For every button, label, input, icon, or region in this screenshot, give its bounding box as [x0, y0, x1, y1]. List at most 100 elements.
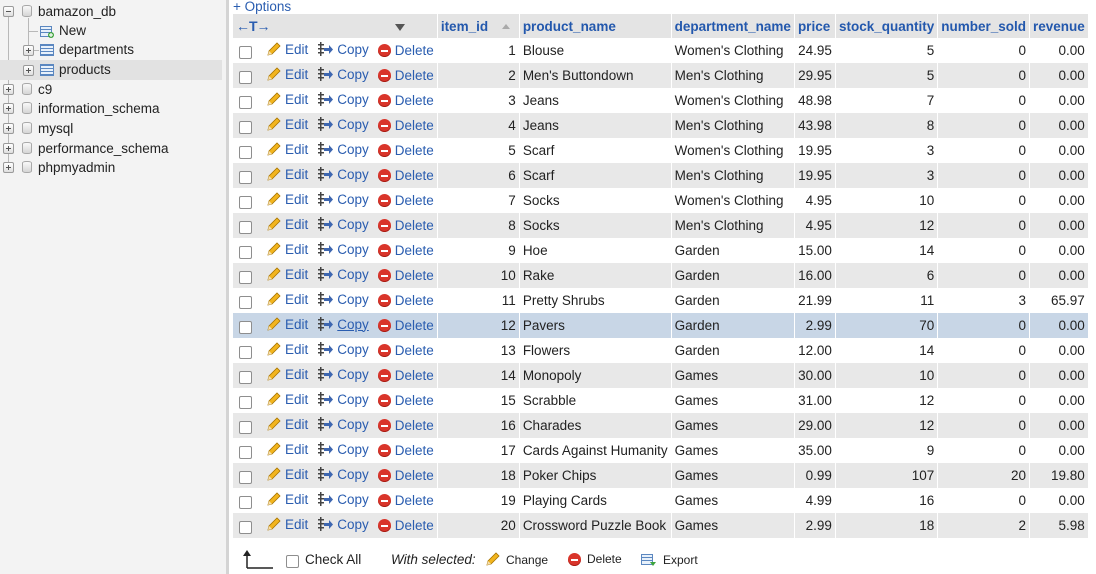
column-header-item-id[interactable]: item_id [437, 14, 520, 38]
delete-button[interactable]: Delete [377, 493, 434, 508]
delete-button[interactable]: Delete [377, 518, 434, 533]
column-header-revenue[interactable]: revenue [1029, 14, 1089, 38]
cell-product-name[interactable]: Scrabble [519, 388, 672, 413]
collapse-icon[interactable] [3, 6, 14, 17]
cell-department-name[interactable]: Garden [671, 238, 795, 263]
cell-stock-quantity[interactable]: 3 [835, 138, 939, 163]
cell-stock-quantity[interactable]: 5 [835, 38, 939, 63]
cell-stock-quantity[interactable]: 3 [835, 163, 939, 188]
cell-product-name[interactable]: Playing Cards [519, 488, 672, 513]
cell-item-id[interactable]: 15 [437, 388, 520, 413]
cell-price[interactable]: 4.95 [794, 213, 836, 238]
cell-department-name[interactable]: Games [671, 488, 795, 513]
db-item-performance-schema[interactable]: performance_schema [0, 139, 222, 159]
row-checkbox[interactable] [239, 346, 252, 360]
row-checkbox[interactable] [239, 371, 252, 385]
cell-revenue[interactable]: 19.80 [1029, 463, 1089, 488]
cell-number-sold[interactable]: 0 [937, 238, 1030, 263]
cell-revenue[interactable]: 0.00 [1029, 163, 1089, 188]
check-all-label[interactable]: Check All [305, 552, 362, 567]
cell-number-sold[interactable]: 0 [937, 313, 1030, 338]
db-item-information-schema[interactable]: information_schema [0, 99, 222, 119]
row-checkbox[interactable] [239, 246, 252, 260]
cell-stock-quantity[interactable]: 107 [835, 463, 939, 488]
edit-button[interactable]: Edit [266, 117, 308, 132]
edit-button[interactable]: Edit [266, 517, 308, 532]
cell-price[interactable]: 4.95 [794, 188, 836, 213]
expand-icon[interactable] [3, 84, 14, 95]
delete-button[interactable]: Delete [377, 268, 434, 283]
copy-button[interactable]: Copy [317, 141, 369, 157]
copy-button[interactable]: Copy [317, 491, 369, 507]
row-checkbox[interactable] [239, 496, 252, 510]
export-button[interactable]: Export [641, 552, 698, 567]
cell-product-name[interactable]: Blouse [519, 38, 672, 63]
copy-button[interactable]: Copy [317, 166, 369, 182]
cell-price[interactable]: 16.00 [794, 263, 836, 288]
cell-stock-quantity[interactable]: 12 [835, 213, 939, 238]
cell-item-id[interactable]: 6 [437, 163, 520, 188]
table-row[interactable]: Edit Copy Delete 5 Scarf Women's Clothing 19.9… [233, 138, 1089, 163]
expand-icon[interactable] [23, 65, 34, 76]
table-row[interactable]: Edit Copy Delete 7 Socks Women's Clothing 4.95… [233, 188, 1089, 213]
cell-number-sold[interactable]: 0 [937, 63, 1030, 88]
copy-button[interactable]: Copy [317, 91, 369, 107]
cell-product-name[interactable]: Men's Buttondown [519, 63, 672, 88]
cell-price[interactable]: 19.95 [794, 163, 836, 188]
cell-price[interactable]: 35.00 [794, 438, 836, 463]
table-row[interactable]: Edit Copy Delete 3 Jeans Women's Clothing 48.9… [233, 88, 1089, 113]
copy-button[interactable]: Copy [317, 291, 369, 307]
cell-revenue[interactable]: 0.00 [1029, 338, 1089, 363]
cell-department-name[interactable]: Women's Clothing [671, 188, 795, 213]
edit-button[interactable]: Edit [266, 492, 308, 507]
cell-revenue[interactable]: 5.98 [1029, 513, 1089, 538]
cell-price[interactable]: 4.99 [794, 488, 836, 513]
cell-price[interactable]: 15.00 [794, 238, 836, 263]
cell-price[interactable]: 30.00 [794, 363, 836, 388]
cell-department-name[interactable]: Games [671, 438, 795, 463]
table-row[interactable]: Edit Copy Delete 18 Poker Chips Games 0.99 107 2… [233, 463, 1089, 488]
cell-item-id[interactable]: 16 [437, 413, 520, 438]
edit-button[interactable]: Edit [266, 442, 308, 457]
delete-button[interactable]: Delete [377, 118, 434, 133]
cell-item-id[interactable]: 3 [437, 88, 520, 113]
cell-price[interactable]: 12.00 [794, 338, 836, 363]
edit-button[interactable]: Edit [266, 267, 308, 282]
table-row[interactable]: Edit Copy Delete 6 Scarf Men's Clothing 19.95 3… [233, 163, 1089, 188]
column-header-department-name[interactable]: department_name [671, 14, 795, 38]
copy-button[interactable]: Copy [317, 116, 369, 132]
copy-button[interactable]: Copy [317, 416, 369, 432]
delete-button[interactable]: Delete [377, 193, 434, 208]
cell-revenue[interactable]: 0.00 [1029, 113, 1089, 138]
cell-revenue[interactable]: 0.00 [1029, 138, 1089, 163]
dropdown-arrow-icon[interactable] [395, 24, 406, 31]
cell-item-id[interactable]: 7 [437, 188, 520, 213]
cell-product-name[interactable]: Monopoly [519, 363, 672, 388]
cell-stock-quantity[interactable]: 11 [835, 288, 939, 313]
cell-price[interactable]: 2.99 [794, 513, 836, 538]
db-item-mysql[interactable]: mysql [0, 119, 222, 139]
cell-number-sold[interactable]: 2 [937, 513, 1030, 538]
cell-product-name[interactable]: Poker Chips [519, 463, 672, 488]
cell-revenue[interactable]: 0.00 [1029, 363, 1089, 388]
cell-number-sold[interactable]: 20 [937, 463, 1030, 488]
cell-price[interactable]: 43.98 [794, 113, 836, 138]
row-checkbox[interactable] [239, 296, 252, 310]
delete-button[interactable]: Delete [377, 443, 434, 458]
copy-button[interactable]: Copy [317, 391, 369, 407]
delete-button[interactable]: Delete [377, 218, 434, 233]
delete-button[interactable]: Delete [377, 293, 434, 308]
cell-revenue[interactable]: 0.00 [1029, 413, 1089, 438]
cell-price[interactable]: 24.95 [794, 38, 836, 63]
column-header-product-name[interactable]: product_name [519, 14, 672, 38]
edit-button[interactable]: Edit [266, 392, 308, 407]
cell-stock-quantity[interactable]: 18 [835, 513, 939, 538]
edit-button[interactable]: Edit [266, 192, 308, 207]
row-checkbox[interactable] [239, 471, 252, 485]
copy-button[interactable]: Copy [317, 41, 369, 57]
edit-button[interactable]: Edit [266, 92, 308, 107]
cell-revenue[interactable]: 0.00 [1029, 88, 1089, 113]
cell-department-name[interactable]: Games [671, 413, 795, 438]
cell-number-sold[interactable]: 0 [937, 88, 1030, 113]
cell-item-id[interactable]: 4 [437, 113, 520, 138]
